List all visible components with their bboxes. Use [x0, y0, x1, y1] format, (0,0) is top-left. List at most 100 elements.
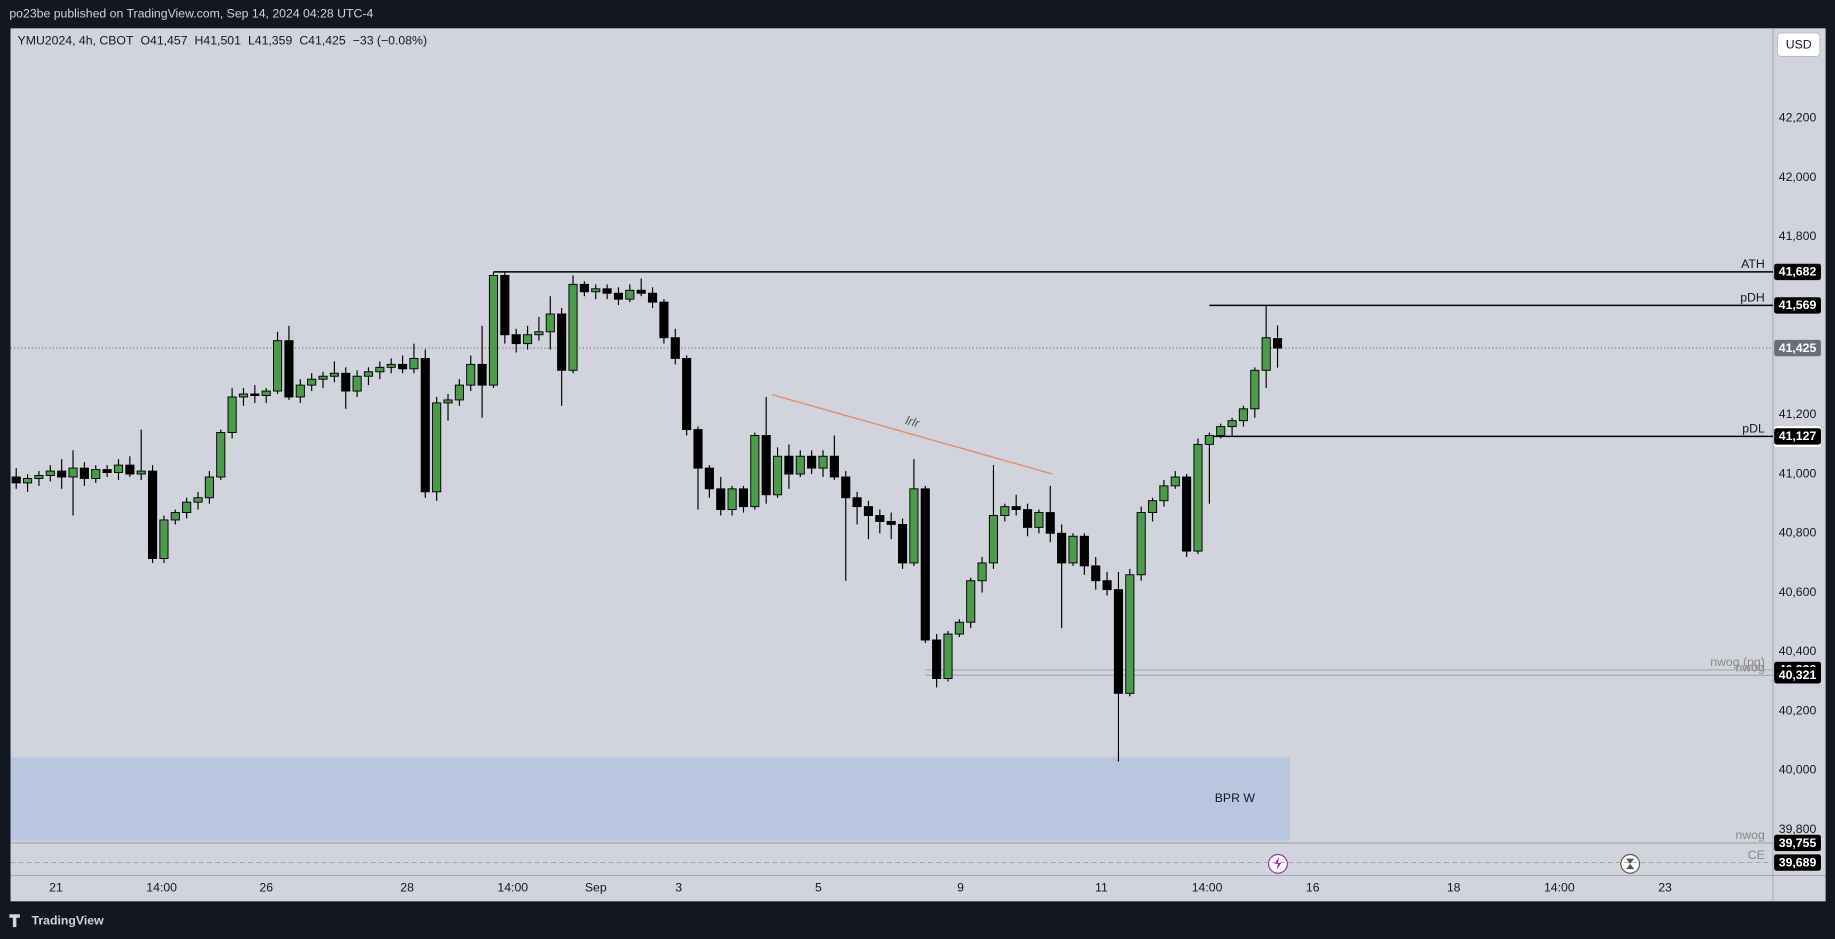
- candle-body: [170, 512, 180, 521]
- candle-body: [807, 455, 817, 469]
- candle-body: [1272, 338, 1283, 349]
- price-label-box: [1774, 667, 1821, 684]
- level-name: ATH: [1741, 257, 1765, 271]
- time-axis: [10, 875, 1826, 902]
- candle-body: [852, 497, 862, 508]
- candle-body: [113, 464, 124, 474]
- ohlc-value: H41,501: [195, 33, 242, 47]
- candle-body: [863, 506, 874, 516]
- x-tick-label: 16: [1306, 881, 1320, 895]
- candle-body: [57, 470, 67, 478]
- brand: TradingView: [32, 913, 104, 927]
- candle-body: [511, 334, 521, 345]
- candle-body: [1193, 443, 1203, 552]
- trendline: [771, 393, 1053, 475]
- price-label: 41,425: [1779, 341, 1817, 355]
- candle-body: [613, 292, 624, 300]
- candle-body: [829, 455, 839, 478]
- candle-body: [1204, 435, 1214, 445]
- level-name: pDL: [1742, 422, 1765, 436]
- candle-body: [477, 363, 487, 386]
- candle-body: [772, 455, 783, 496]
- candle-body: [386, 363, 396, 368]
- candle-body: [1079, 535, 1089, 567]
- candle-body: [682, 357, 692, 431]
- candle-body: [761, 435, 771, 496]
- price-label-box: [1774, 854, 1821, 871]
- price-label: 41,569: [1779, 298, 1817, 312]
- candle-body: [534, 331, 544, 336]
- candle-body: [647, 292, 658, 303]
- x-tick-label: 14:00: [1544, 881, 1575, 895]
- change: −33 (−0.08%): [353, 33, 427, 47]
- candle-body: [284, 340, 294, 398]
- candle-body: [579, 283, 589, 293]
- price-label-box: [1774, 834, 1821, 852]
- candle-body: [1091, 565, 1101, 582]
- level-name: nwog: [1735, 828, 1765, 842]
- candle-body: [193, 497, 203, 503]
- candle-body: [659, 301, 669, 339]
- currency-button[interactable]: [1777, 32, 1821, 57]
- x-tick-label: 21: [49, 881, 63, 895]
- price-label-box: [1774, 263, 1821, 281]
- candle-body: [1170, 476, 1180, 487]
- candle-body: [841, 476, 851, 499]
- x-tick-label: 14:00: [146, 881, 177, 895]
- candle-body: [1159, 485, 1169, 502]
- candle-body: [932, 639, 942, 679]
- candle-body: [886, 520, 896, 525]
- candle-body: [716, 488, 726, 511]
- candle-body: [409, 357, 419, 370]
- y-tick-label: 40,000: [1779, 763, 1817, 777]
- candle-body: [125, 464, 135, 475]
- candle-body: [1182, 476, 1192, 552]
- candle-body: [1261, 337, 1271, 371]
- candle-body: [875, 515, 885, 522]
- x-tick-label: 5: [815, 881, 822, 895]
- y-tick-label: 40,800: [1779, 526, 1817, 540]
- y-tick-label: 40,600: [1779, 585, 1817, 599]
- candle-body: [432, 402, 442, 493]
- ohlc-value: L41,359: [248, 33, 293, 47]
- y-tick-label: 39,800: [1779, 822, 1817, 836]
- candle-body: [1136, 512, 1146, 576]
- candle-body: [1022, 509, 1033, 528]
- candle-body: [738, 488, 749, 508]
- price-label: 41,127: [1779, 429, 1817, 443]
- candle-body: [591, 288, 601, 293]
- candle-body: [204, 476, 214, 499]
- candle-body: [557, 313, 567, 371]
- candle-body: [102, 469, 112, 474]
- candle-body: [420, 357, 430, 493]
- candle-body: [34, 475, 44, 479]
- ohlc-value: O41,457: [140, 33, 187, 47]
- candle-body: [363, 371, 374, 377]
- candle-body: [1227, 420, 1237, 428]
- price-label: 40,321: [1779, 668, 1817, 682]
- price-axis: [1772, 28, 1826, 876]
- price-label: 41,682: [1779, 265, 1817, 279]
- candle-body: [295, 384, 305, 398]
- currency[interactable]: USD: [1786, 38, 1812, 52]
- candle-body: [1011, 506, 1021, 511]
- y-tick-label: 40,400: [1779, 644, 1817, 658]
- candle-body: [500, 274, 510, 336]
- candle-body: [136, 470, 146, 475]
- event-icon-glyph: [1626, 858, 1635, 870]
- candle-body: [522, 334, 533, 345]
- candle-body: [1238, 408, 1249, 422]
- x-tick-label: 18: [1447, 881, 1461, 895]
- x-tick-label: 14:00: [497, 881, 528, 895]
- symbol: YMU2024, 4h, CBOT: [18, 33, 134, 47]
- candle-body: [398, 363, 408, 370]
- x-tick-label: 26: [259, 881, 273, 895]
- candle-body: [966, 580, 976, 623]
- zone-label: BPR W: [1215, 791, 1256, 805]
- x-tick-label: 9: [957, 881, 964, 895]
- y-tick-label: 42,200: [1779, 111, 1817, 125]
- candle-body: [602, 288, 612, 294]
- event-icon[interactable]: [1620, 853, 1641, 874]
- candle-body: [1000, 506, 1010, 516]
